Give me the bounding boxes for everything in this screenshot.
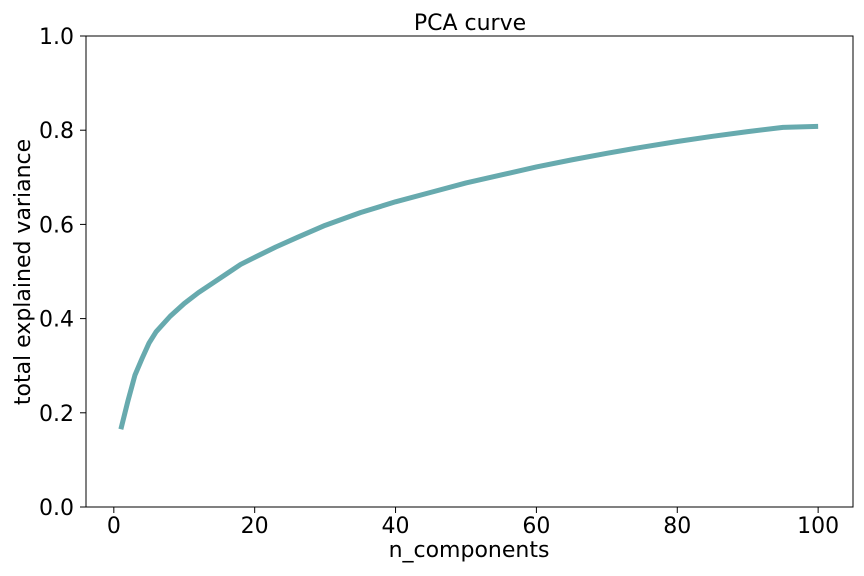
plot-frame [85, 35, 854, 508]
x-tick-label-20: 20 [241, 514, 269, 539]
x-tick-label-40: 40 [382, 514, 410, 539]
x-tick-label-60: 60 [522, 514, 550, 539]
x-tick-label-80: 80 [663, 514, 691, 539]
y-tick-label-0-8: 0.8 [39, 119, 74, 144]
axis-ticks: 0 20 40 60 80 100 0.0 0.2 0.4 0.6 0.8 1.0 [39, 25, 839, 539]
y-tick-label-0: 0.0 [39, 496, 74, 521]
y-tick-label-0-2: 0.2 [39, 402, 74, 427]
y-tick-label-0-6: 0.6 [39, 213, 74, 238]
y-tick-label-1: 1.0 [39, 25, 74, 50]
series-line-0 [118, 123, 819, 430]
y-axis-label: total explained variance [11, 139, 36, 405]
x-tick-label-0: 0 [107, 514, 121, 539]
y-tick-label-0-4: 0.4 [39, 308, 74, 333]
x-tick-label-100: 100 [797, 514, 839, 539]
series-layer [118, 123, 819, 430]
chart-title: PCA curve [414, 11, 526, 36]
x-axis-label: n_components [389, 538, 550, 563]
